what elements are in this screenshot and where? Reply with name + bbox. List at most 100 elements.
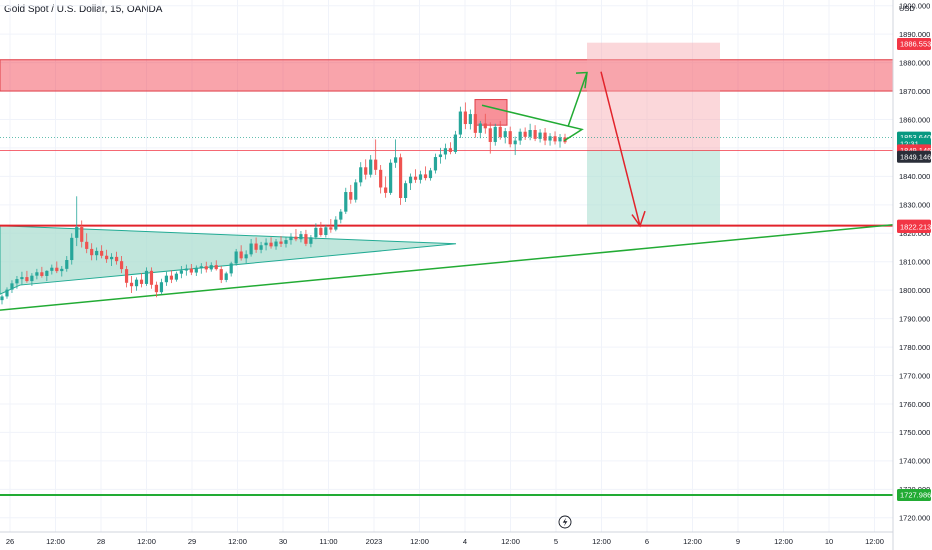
candle-body-36 — [179, 270, 183, 274]
candle-body-97 — [483, 123, 487, 129]
candle-body-100 — [498, 126, 502, 138]
zones-layer — [0, 42, 894, 226]
candle-body-84 — [418, 174, 423, 180]
price-tag-0: 1886.553 — [897, 37, 931, 50]
x-tick-label-12: 5 — [554, 537, 558, 546]
candle-body-64 — [319, 227, 323, 235]
lightning-icon[interactable] — [558, 515, 572, 529]
x-tick-label-7: 11:00 — [319, 537, 337, 546]
up-arrow-line — [567, 72, 588, 127]
candle-body-52 — [259, 245, 263, 250]
candle-body-21 — [105, 255, 109, 260]
candle-body-74 — [369, 159, 373, 175]
candle-body-1 — [5, 289, 9, 297]
candle-body-83 — [413, 176, 418, 180]
candle-body-66 — [329, 227, 333, 230]
arrows-layer — [481, 71, 646, 228]
candle-body-110 — [548, 136, 552, 141]
resistance-zone — [0, 59, 894, 92]
candle-body-104 — [518, 131, 522, 141]
candle-body-91 — [453, 134, 457, 152]
candle-body-9 — [45, 270, 49, 276]
candle-body-34 — [169, 275, 173, 280]
candle-body-65 — [324, 227, 328, 235]
candle-body-93 — [463, 111, 467, 125]
candle-body-8 — [40, 272, 44, 276]
x-tick-label-16: 9 — [736, 537, 740, 546]
x-tick-label-6: 30 — [279, 537, 287, 546]
candle-body-72 — [359, 167, 363, 183]
candle-body-40 — [199, 266, 203, 268]
candle-body-6 — [30, 275, 34, 282]
y-tick-label-12: 1840.000 — [899, 172, 930, 181]
x-tick-label-10: 4 — [463, 537, 467, 546]
candle-body-26 — [129, 282, 134, 287]
candle-body-68 — [339, 211, 343, 220]
candle-body-89 — [443, 148, 448, 155]
candle-body-50 — [249, 243, 253, 255]
candle-body-51 — [254, 243, 258, 250]
candle-body-82 — [408, 176, 413, 184]
candle-body-94 — [468, 114, 472, 125]
candle-body-96 — [478, 123, 482, 133]
candle-body-78 — [389, 162, 393, 193]
candle-body-43 — [214, 265, 218, 270]
candle-body-62 — [309, 237, 313, 244]
candle-body-14 — [70, 237, 74, 261]
candle-body-23 — [114, 256, 119, 262]
x-tick-label-14: 6 — [645, 537, 649, 546]
price-tag-label-7: 1727.986 — [900, 491, 931, 500]
rising-trendline — [0, 224, 894, 311]
price-tag-bg-6 — [897, 220, 931, 233]
price-tag-bg-4 — [897, 150, 931, 163]
candle-body-107 — [533, 130, 537, 139]
candle-body-47 — [234, 251, 238, 264]
candle-body-60 — [299, 234, 303, 240]
x-tick-label-0: 26 — [6, 537, 14, 546]
candle-body-63 — [314, 227, 318, 238]
y-tick-label-8: 1800.000 — [899, 286, 930, 295]
price-tag-label-1: 1853.640 — [900, 133, 931, 142]
candle-body-17 — [85, 241, 89, 249]
candle-body-87 — [433, 157, 438, 171]
x-tick-label-15: 12:00 — [683, 537, 702, 546]
y-tick-label-0: 1720.000 — [899, 514, 930, 523]
candle-body-53 — [264, 242, 268, 246]
candle-body-32 — [159, 282, 164, 293]
x-tick-label-3: 12:00 — [137, 537, 156, 546]
y-tick-label-9: 1810.000 — [899, 258, 930, 267]
candle-body-12 — [60, 268, 64, 272]
candle-body-20 — [100, 250, 104, 256]
price-tag-label-2: 12:31 — [900, 140, 919, 149]
down-arrow-head — [631, 210, 646, 228]
down-arrow-line — [600, 71, 641, 227]
candle-body-111 — [553, 136, 557, 142]
stop-loss-zone — [587, 42, 720, 151]
candle-body-30 — [149, 270, 154, 285]
y-tick-label-10: 1820.000 — [899, 229, 930, 238]
candle-body-88 — [438, 154, 443, 158]
y-tick-label-18: 1900.000 — [899, 1, 930, 10]
candle-body-102 — [508, 131, 512, 145]
candle-body-37 — [184, 268, 188, 271]
y-tick-label-4: 1760.000 — [899, 400, 930, 409]
candle-body-71 — [354, 182, 358, 200]
x-tick-label-4: 29 — [188, 537, 196, 546]
x-tick-label-5: 12:00 — [228, 537, 247, 546]
y-tick-label-16: 1880.000 — [899, 58, 930, 67]
candles-layer — [0, 102, 567, 305]
top-marker-box — [474, 99, 508, 126]
candle-body-0 — [0, 296, 4, 301]
candle-body-15 — [75, 227, 79, 238]
y-tick-label-3: 1750.000 — [899, 428, 930, 437]
candle-body-112 — [558, 137, 562, 142]
candle-body-80 — [398, 157, 403, 199]
candle-body-59 — [294, 236, 298, 240]
candle-body-38 — [189, 268, 193, 273]
x-tick-label-13: 12:00 — [592, 537, 611, 546]
candle-body-41 — [204, 266, 208, 270]
candle-body-33 — [164, 275, 169, 283]
candle-body-79 — [394, 157, 398, 163]
